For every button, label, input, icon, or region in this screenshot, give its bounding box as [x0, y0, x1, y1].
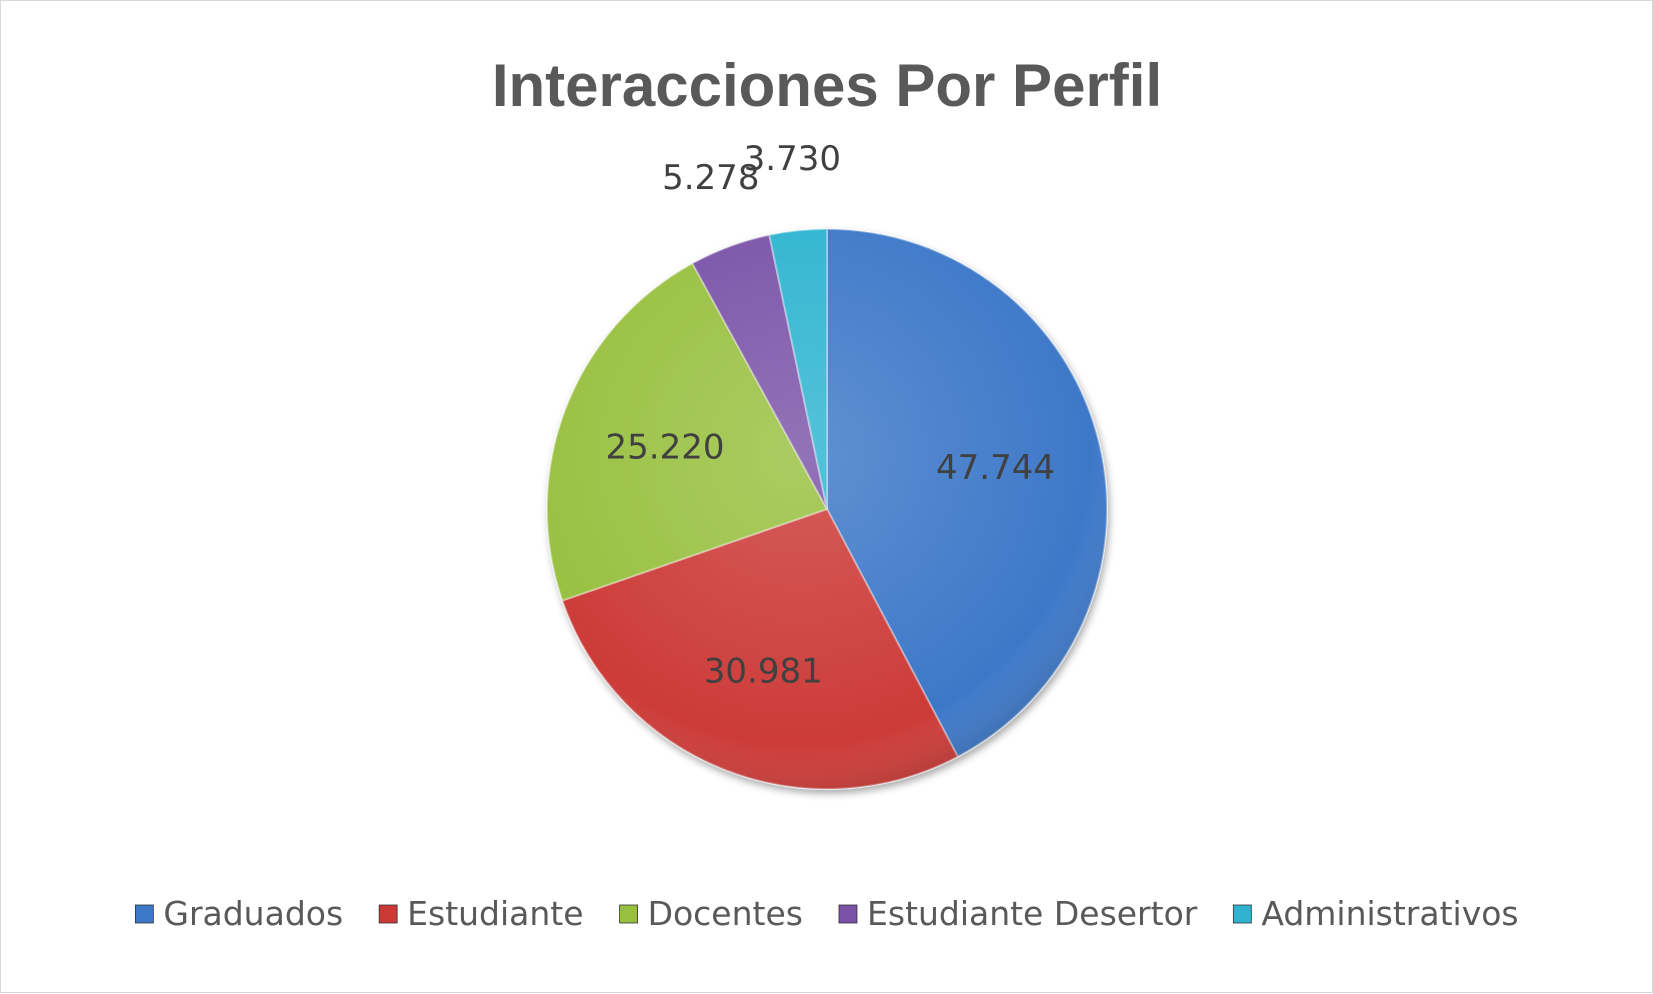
legend-swatch-estudiante-desertor — [838, 904, 858, 924]
legend-swatch-estudiante — [378, 904, 398, 924]
legend-swatch-docentes — [619, 904, 638, 924]
legend-swatch-administrativos — [1232, 904, 1252, 924]
chart-title: Interacciones Por Perfil — [492, 52, 1162, 119]
data-label-docentes: 25.220 — [606, 428, 725, 468]
legend-label-estudiante-desertor: Estudiante Desertor — [867, 894, 1198, 933]
data-label-estudiante: 30.981 — [704, 651, 823, 691]
legend-item-estudiante-desertor: Estudiante Desertor — [838, 894, 1198, 933]
legend: Graduados Estudiante Docentes Estudiante De… — [134, 894, 1519, 933]
legend-item-graduados: Graduados — [134, 894, 343, 933]
legend-item-administrativos: Administrativos — [1232, 894, 1519, 933]
data-label-administrativos: 3.730 — [744, 139, 841, 179]
legend-label-administrativos: Administrativos — [1261, 894, 1518, 933]
legend-label-estudiante: Estudiante — [407, 894, 583, 933]
data-label-estudiante-desertor: 5.278 — [662, 158, 759, 198]
legend-item-docentes: Docentes — [619, 894, 803, 933]
legend-item-estudiante: Estudiante — [378, 894, 584, 933]
legend-swatch-graduados — [134, 904, 154, 924]
legend-label-graduados: Graduados — [163, 894, 343, 933]
legend-label-docentes: Docentes — [648, 894, 803, 933]
data-label-graduados: 47.744 — [936, 448, 1055, 488]
